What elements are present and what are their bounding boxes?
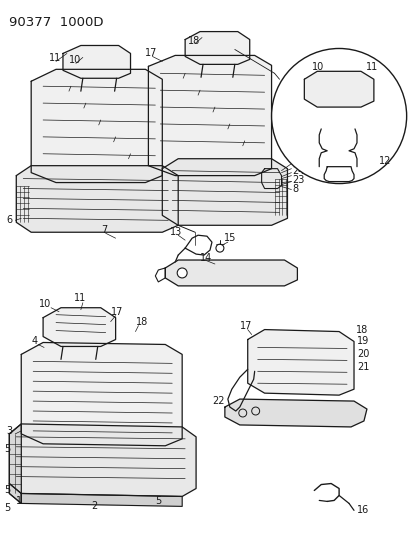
Text: 15: 15	[223, 233, 236, 243]
Text: 6: 6	[6, 215, 12, 225]
Text: 18: 18	[188, 36, 200, 45]
Text: 10: 10	[39, 299, 51, 309]
Circle shape	[271, 49, 406, 183]
Text: 7: 7	[100, 225, 107, 235]
Polygon shape	[63, 45, 130, 78]
Polygon shape	[162, 159, 287, 225]
Text: 21: 21	[356, 362, 368, 373]
Text: 90377  1000D: 90377 1000D	[9, 15, 104, 29]
Text: 18: 18	[135, 317, 147, 327]
Text: 2: 2	[90, 502, 97, 511]
Polygon shape	[43, 308, 115, 346]
Polygon shape	[185, 31, 249, 64]
Text: 3: 3	[6, 426, 12, 436]
Text: 5: 5	[5, 503, 11, 513]
Polygon shape	[224, 399, 366, 427]
Text: 17: 17	[239, 321, 252, 330]
Text: 12: 12	[378, 156, 390, 166]
Text: 23: 23	[292, 175, 304, 184]
Text: 19: 19	[356, 336, 368, 346]
Text: 11: 11	[49, 53, 61, 63]
Text: 16: 16	[356, 505, 368, 515]
Text: 10: 10	[311, 62, 324, 72]
Text: 10: 10	[69, 55, 81, 66]
Text: 5: 5	[155, 496, 161, 506]
Polygon shape	[304, 71, 373, 107]
Text: 20: 20	[356, 350, 368, 359]
Text: 1: 1	[16, 496, 22, 506]
Polygon shape	[21, 343, 182, 446]
Polygon shape	[21, 494, 182, 506]
Polygon shape	[9, 424, 21, 503]
Text: 13: 13	[170, 227, 182, 237]
Text: 24: 24	[292, 166, 304, 176]
Text: 14: 14	[199, 253, 212, 263]
Text: 18: 18	[355, 325, 367, 335]
Circle shape	[177, 268, 187, 278]
Polygon shape	[247, 329, 353, 395]
Text: 5: 5	[5, 486, 11, 496]
Text: 17: 17	[110, 306, 123, 317]
Polygon shape	[9, 424, 196, 496]
Text: 5: 5	[5, 444, 11, 454]
Polygon shape	[165, 260, 297, 286]
Text: 4: 4	[31, 336, 37, 346]
Text: 9: 9	[292, 156, 298, 166]
Text: 11: 11	[74, 293, 86, 303]
Polygon shape	[16, 166, 178, 232]
Polygon shape	[148, 55, 271, 175]
Text: 22: 22	[211, 396, 224, 406]
Text: 17: 17	[145, 49, 157, 59]
Polygon shape	[9, 483, 21, 503]
Text: 11: 11	[365, 62, 377, 72]
Polygon shape	[31, 69, 162, 183]
Text: 8: 8	[292, 183, 298, 193]
